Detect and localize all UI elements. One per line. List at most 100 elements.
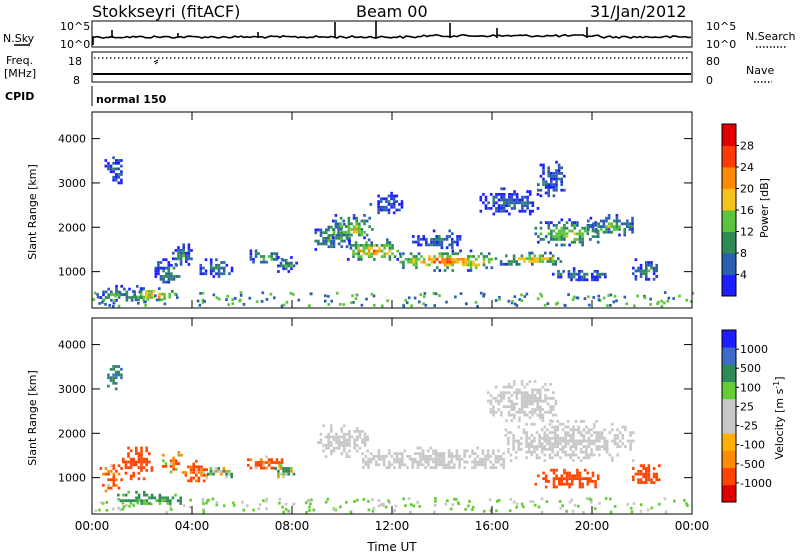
power-cell (615, 214, 619, 217)
power-cell (626, 219, 629, 223)
power-ground-cell (199, 292, 202, 295)
velocity-cell (382, 463, 386, 467)
power-cell (581, 238, 584, 241)
velocity-cell (559, 436, 562, 440)
velocity-cell (555, 474, 558, 478)
velocity-ground-cell (94, 509, 98, 513)
velocity-cell (533, 408, 537, 411)
power-cell (555, 235, 558, 238)
velocity-cell (109, 379, 113, 382)
power-cell (360, 230, 364, 234)
velocity-cell (337, 441, 341, 444)
power-cell (555, 226, 558, 230)
power-cell (626, 222, 629, 226)
velocity-ground-cell (685, 502, 688, 505)
power-cell (523, 201, 527, 205)
power-cell (102, 290, 105, 294)
power-cell (398, 203, 401, 206)
power-cell (432, 240, 436, 244)
nsky-right-tick-top: 10^5 (706, 20, 736, 33)
velocity-ground-cell (582, 510, 585, 514)
velocity-cell (566, 425, 570, 429)
power-cell (549, 260, 552, 263)
velocity-cell (550, 468, 553, 472)
power-cell (559, 272, 563, 276)
power-cell (536, 260, 539, 263)
power-ground-cell (410, 304, 413, 308)
velocity-cell (582, 445, 586, 448)
velocity-cell (107, 373, 110, 377)
power-cell (500, 209, 503, 213)
velocity-cell (552, 468, 556, 472)
velocity-ground-cell (362, 498, 366, 501)
colorbar-swatch (722, 467, 736, 486)
velocity-cell (135, 452, 138, 455)
velocity-ground-cell (409, 510, 412, 514)
power-cell (179, 257, 183, 261)
power-cell (432, 237, 436, 241)
power-cell (290, 264, 293, 268)
velocity-cell (576, 477, 579, 480)
power-cell (377, 208, 380, 212)
velocity-cell (137, 460, 141, 464)
power-cell (647, 269, 651, 273)
power-ground-cell (101, 300, 104, 304)
power-cell (510, 193, 514, 196)
power-cell (507, 260, 511, 263)
power-cell (112, 301, 116, 305)
power-cell (484, 198, 488, 202)
power-ground-cell (407, 296, 411, 300)
velocity-cell (568, 482, 571, 486)
power-cell (456, 235, 459, 238)
velocity-cell (538, 434, 541, 437)
velocity-cell (547, 480, 551, 483)
power-cell (154, 266, 158, 270)
freq-panel: Freq. [MHz] 18 8 80 0 Nave (4, 51, 774, 87)
velocity-cell (377, 463, 381, 467)
velocity-cell (512, 434, 515, 437)
power-cell (182, 251, 185, 255)
velocity-cell (546, 428, 549, 432)
power-cell (370, 241, 373, 244)
power-cell (557, 221, 561, 224)
velocity-cell (278, 461, 281, 464)
colorbar-swatch (722, 210, 736, 232)
power-cell (549, 251, 552, 255)
velocity-cell (592, 453, 596, 457)
colorbar-tick-label: 24 (740, 161, 754, 174)
velocity-cell (510, 394, 513, 397)
velocity-cell (129, 460, 133, 464)
velocity-cell (358, 446, 362, 450)
power-cell (160, 298, 164, 302)
power-cell (217, 269, 221, 273)
velocity-cell (569, 445, 573, 448)
power-ground-cell (465, 302, 468, 306)
power-cell (319, 242, 323, 246)
power-cell (593, 278, 597, 282)
power-cell (373, 244, 376, 247)
power-cell (174, 263, 178, 266)
power-cell (502, 193, 506, 196)
power-cell (209, 263, 213, 267)
velocity-cell (531, 394, 534, 397)
velocity-cell (556, 445, 560, 448)
velocity-cell (530, 422, 534, 426)
power-cell (477, 263, 481, 267)
power-cell (362, 244, 366, 247)
velocity-cell (132, 460, 135, 464)
power-cell (132, 295, 135, 299)
power-cell (382, 205, 386, 209)
power-ground-cell (666, 299, 670, 303)
power-cell (502, 187, 506, 191)
velocity-cell (492, 410, 495, 414)
power-cell (354, 241, 358, 244)
power-ground-cell (146, 297, 149, 301)
velocity-cell (594, 482, 597, 486)
velocity-cell (512, 442, 515, 446)
velocity-cell (500, 391, 503, 395)
power-cell (277, 256, 280, 259)
velocity-cell (395, 452, 399, 455)
velocity-cell (527, 448, 531, 451)
velocity-cell (600, 445, 604, 448)
power-cell (583, 272, 586, 276)
